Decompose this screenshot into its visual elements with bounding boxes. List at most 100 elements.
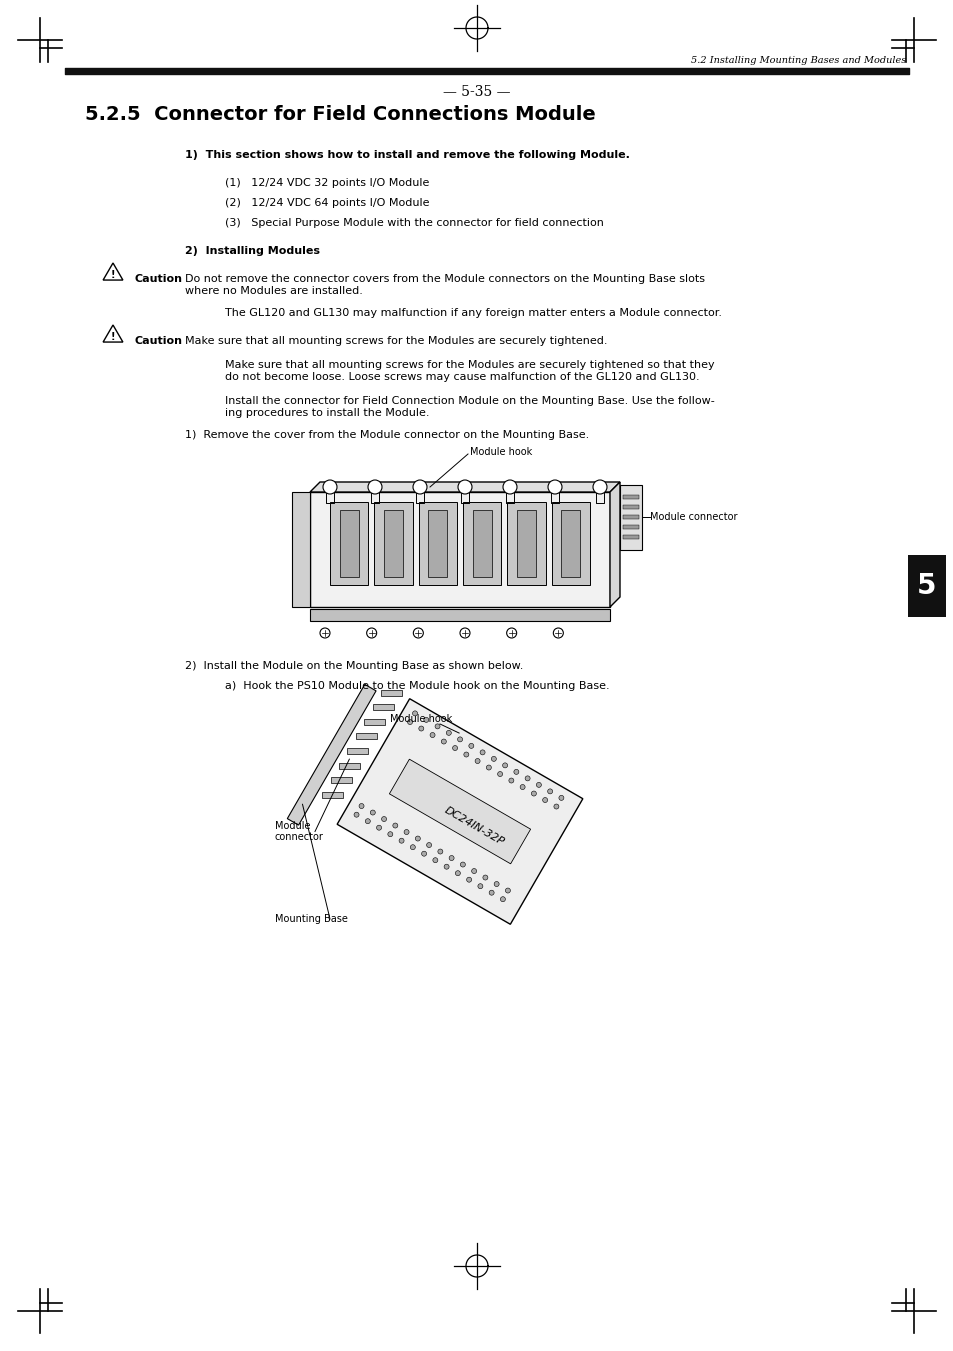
Text: Mounting Base: Mounting Base	[274, 915, 348, 924]
Text: 2)  Install the Module on the Mounting Base as shown below.: 2) Install the Module on the Mounting Ba…	[185, 661, 523, 671]
Polygon shape	[287, 685, 375, 825]
FancyBboxPatch shape	[330, 777, 351, 784]
Text: (1)   12/24 VDC 32 points I/O Module: (1) 12/24 VDC 32 points I/O Module	[225, 178, 429, 188]
FancyBboxPatch shape	[364, 719, 385, 724]
Circle shape	[506, 628, 517, 638]
Circle shape	[393, 823, 397, 828]
Circle shape	[524, 775, 530, 781]
Circle shape	[426, 843, 431, 847]
Text: 1)  Remove the cover from the Module connector on the Mounting Base.: 1) Remove the cover from the Module conn…	[185, 430, 589, 440]
Circle shape	[482, 875, 487, 880]
Circle shape	[370, 811, 375, 815]
Circle shape	[457, 480, 472, 494]
Circle shape	[319, 628, 330, 638]
FancyBboxPatch shape	[507, 503, 545, 585]
Circle shape	[354, 812, 358, 817]
Text: Caution: Caution	[135, 274, 183, 284]
FancyBboxPatch shape	[622, 526, 639, 530]
Text: 1)  This section shows how to install and remove the following Module.: 1) This section shows how to install and…	[185, 150, 629, 159]
Text: Make sure that all mounting screws for the Modules are securely tightened so tha: Make sure that all mounting screws for t…	[225, 359, 714, 381]
FancyBboxPatch shape	[472, 509, 491, 577]
Text: Do not remove the connector covers from the Module connectors on the Mounting Ba: Do not remove the connector covers from …	[185, 274, 704, 296]
FancyBboxPatch shape	[517, 509, 536, 577]
Circle shape	[368, 480, 381, 494]
FancyBboxPatch shape	[310, 492, 609, 607]
Circle shape	[365, 819, 370, 824]
Circle shape	[536, 782, 540, 788]
Circle shape	[468, 743, 474, 748]
Polygon shape	[336, 698, 582, 924]
Circle shape	[413, 480, 427, 494]
Circle shape	[410, 844, 415, 850]
Circle shape	[500, 897, 505, 901]
Circle shape	[398, 838, 404, 843]
Circle shape	[358, 804, 364, 808]
FancyBboxPatch shape	[551, 503, 589, 585]
Text: Caution: Caution	[135, 336, 183, 346]
Text: a)  Hook the PS10 Module to the Module hook on the Mounting Base.: a) Hook the PS10 Module to the Module ho…	[225, 681, 609, 690]
Circle shape	[547, 480, 561, 494]
Polygon shape	[389, 759, 530, 863]
FancyBboxPatch shape	[560, 509, 579, 577]
Circle shape	[433, 858, 437, 863]
Circle shape	[366, 628, 376, 638]
FancyBboxPatch shape	[907, 555, 945, 617]
Circle shape	[407, 720, 412, 724]
Circle shape	[475, 758, 479, 763]
Text: !: !	[111, 270, 115, 280]
Text: 5.2.5  Connector for Field Connections Module: 5.2.5 Connector for Field Connections Mo…	[85, 105, 595, 124]
Text: Install the connector for Field Connection Module on the Mounting Base. Use the : Install the connector for Field Connecti…	[225, 396, 714, 417]
Circle shape	[486, 765, 491, 770]
FancyBboxPatch shape	[339, 509, 358, 577]
Text: 5: 5	[916, 571, 936, 600]
FancyBboxPatch shape	[619, 485, 641, 550]
Circle shape	[508, 778, 514, 784]
Text: 2)  Installing Modules: 2) Installing Modules	[185, 246, 319, 255]
Text: The GL120 and GL130 may malfunction if any foreign matter enters a Module connec: The GL120 and GL130 may malfunction if a…	[225, 308, 721, 317]
FancyBboxPatch shape	[462, 503, 501, 585]
Text: Module hook: Module hook	[470, 447, 532, 457]
Circle shape	[519, 785, 524, 789]
Text: Module
connector: Module connector	[274, 820, 323, 842]
Circle shape	[404, 830, 409, 835]
FancyBboxPatch shape	[330, 503, 368, 585]
FancyBboxPatch shape	[338, 762, 359, 769]
Circle shape	[531, 792, 536, 796]
Circle shape	[413, 628, 423, 638]
Circle shape	[471, 869, 476, 874]
FancyBboxPatch shape	[322, 792, 343, 798]
Circle shape	[459, 628, 470, 638]
Circle shape	[497, 771, 502, 777]
FancyBboxPatch shape	[381, 689, 402, 696]
Circle shape	[376, 825, 381, 831]
Circle shape	[381, 816, 386, 821]
Circle shape	[455, 870, 460, 875]
Circle shape	[489, 890, 494, 896]
FancyBboxPatch shape	[347, 748, 368, 754]
FancyBboxPatch shape	[418, 503, 456, 585]
Circle shape	[435, 724, 439, 730]
Text: 5.2 Installing Mounting Bases and Modules: 5.2 Installing Mounting Bases and Module…	[690, 55, 905, 65]
Text: !: !	[111, 332, 115, 342]
Circle shape	[388, 832, 393, 836]
FancyBboxPatch shape	[622, 535, 639, 539]
FancyBboxPatch shape	[428, 509, 447, 577]
Polygon shape	[609, 482, 619, 607]
Circle shape	[491, 757, 496, 762]
Circle shape	[446, 731, 451, 735]
Circle shape	[423, 717, 428, 723]
FancyBboxPatch shape	[373, 704, 394, 711]
Circle shape	[542, 797, 547, 802]
Circle shape	[452, 746, 457, 751]
Text: (2)   12/24 VDC 64 points I/O Module: (2) 12/24 VDC 64 points I/O Module	[225, 199, 429, 208]
Circle shape	[554, 804, 558, 809]
Circle shape	[460, 862, 465, 867]
Circle shape	[457, 736, 462, 742]
Circle shape	[441, 739, 446, 744]
Circle shape	[463, 753, 468, 757]
Circle shape	[444, 865, 449, 869]
Circle shape	[593, 480, 606, 494]
Circle shape	[412, 711, 417, 716]
FancyBboxPatch shape	[622, 515, 639, 519]
FancyBboxPatch shape	[374, 503, 413, 585]
